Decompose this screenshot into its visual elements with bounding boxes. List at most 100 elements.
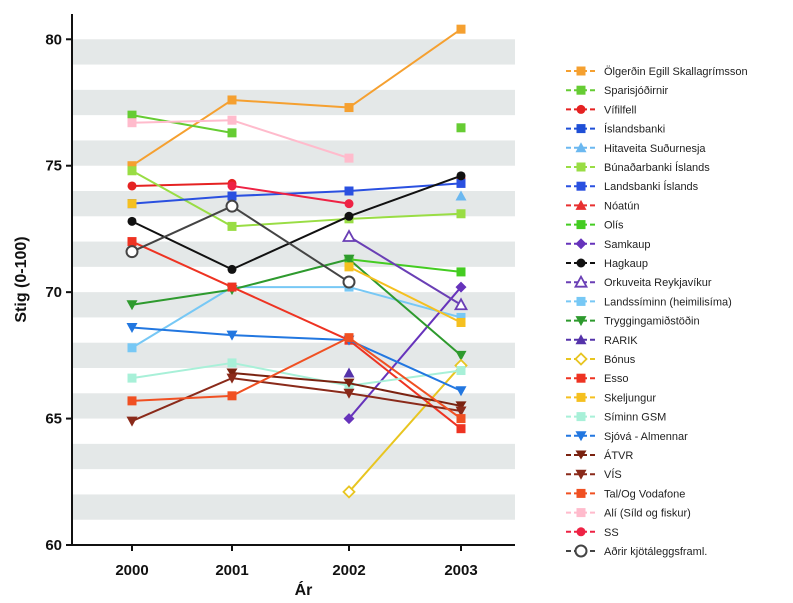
series-22 [127,333,466,424]
legend-marker [576,85,586,95]
legend-marker [576,66,586,76]
series-23 [127,115,354,163]
series-line-segment [231,217,350,228]
series-line-segment [348,258,462,273]
legend-label: SS [604,527,619,539]
data-point [127,237,137,247]
data-point [456,317,466,327]
series-line-segment [231,286,350,342]
data-point [456,267,466,277]
series-line-segment [131,114,233,134]
data-point [127,118,137,128]
legend-item: Sjóvá - Almennar [566,431,688,443]
series-20 [226,368,467,411]
legend-marker [574,352,588,366]
data-point [227,115,237,125]
grid-band [72,342,515,368]
data-point [227,191,237,201]
legend-item: Síminn GSM [566,412,666,424]
series-line-segment [231,184,350,205]
data-point [456,424,466,434]
series-line-segment [348,235,462,306]
series-line-segment [231,372,350,385]
data-point [225,199,239,213]
legend-item: Orkuveita Reykjavíkur [566,274,712,289]
legend-label: Nóatún [604,200,639,212]
x-tick-label: 2002 [332,562,365,579]
legend-marker [576,220,586,230]
legend-item: Skeljungur [566,392,656,404]
data-point [227,221,237,231]
series-line-segment [231,377,350,395]
legend-label: RARIK [604,335,638,347]
legend-marker [575,238,587,250]
legend-label: Vífilfell [604,104,636,116]
data-point [342,485,356,499]
data-point [455,190,467,201]
data-point [455,350,467,361]
series-line-segment [131,182,233,187]
series-line-segment [348,182,462,192]
x-tick-label: 2003 [444,562,477,579]
legend-marker [575,199,587,210]
data-point [344,333,354,343]
data-point [456,123,466,133]
legend-marker [575,316,587,327]
data-point [127,199,137,209]
legend-item: Tryggingamiðstöðin [566,316,700,328]
legend-marker [576,104,586,114]
legend-label: Esso [604,373,628,385]
series-line-segment [348,392,462,412]
data-point [227,181,237,191]
y-tick-label: 60 [45,537,62,554]
data-point [456,24,466,34]
y-tick-label: 70 [45,284,62,301]
series-14 [343,367,355,378]
data-point [344,211,354,221]
legend-item: Hagkaup [566,258,648,270]
y-axis-title: Stig (0-100) [13,236,30,322]
legend-item: SS [566,527,619,539]
grid-bands [72,39,515,520]
legend-marker [576,162,586,172]
series-line-segment [131,326,233,337]
legend-item: Esso [566,373,628,385]
series-25 [125,199,356,289]
data-point [227,95,237,105]
series-line-segment [348,382,462,407]
data-point [341,229,357,242]
data-point [453,297,469,311]
series-line-segment [231,215,350,271]
data-point [127,161,137,171]
legend-item: Aðrir kjötáleggsframl. [566,544,707,558]
data-point [343,254,355,265]
legend-marker [576,373,586,383]
data-point [127,110,137,120]
legend-label: Aðrir kjötáleggsframl. [604,546,707,558]
data-point [125,245,139,259]
legend-item: Vífilfell [566,104,636,116]
series-lines [125,24,469,499]
data-point [456,414,466,424]
legend-label: Bónus [604,354,636,366]
x-tick-label: 2000 [115,562,148,579]
data-point [227,282,237,292]
data-point [227,358,237,368]
x-tick-label: 2001 [215,562,248,579]
data-point [127,343,137,353]
y-axis-ticks: 60 65 70 75 80 [45,31,72,554]
legend-label: Alí (Síld og fiskur) [604,508,691,520]
legend-item: Landsbanki Íslands [566,180,699,193]
series-line-segment [231,119,350,160]
legend-item: Sparisjóðirnir [566,85,669,97]
legend-label: Íslandsbanki [604,123,665,136]
legend-marker [575,450,587,460]
legend-item: Nóatún [566,199,639,212]
grid-band [72,393,515,419]
legend-marker [576,181,586,191]
grid-band [72,443,515,470]
legend-marker [576,124,586,134]
legend-item: Tal/Og Vodafone [566,488,685,500]
legend-item: VÍS [566,468,622,481]
